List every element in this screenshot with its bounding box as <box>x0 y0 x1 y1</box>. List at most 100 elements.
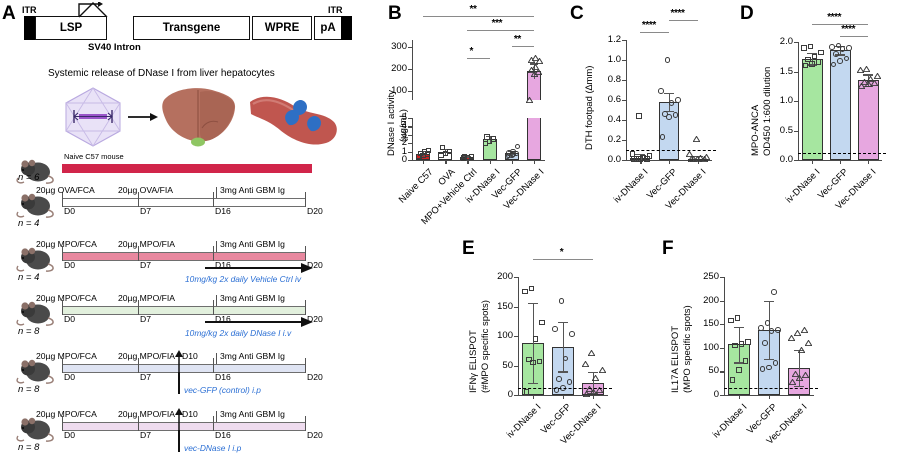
timeline-top-label: 20µg MPO/FIA <box>118 409 176 419</box>
timeline-band <box>62 422 305 431</box>
panel-d-xtick <box>812 160 814 164</box>
panel-d-bar <box>857 80 879 160</box>
data-point <box>738 341 745 347</box>
panel-b-errorcap <box>463 156 472 158</box>
panel-c: C DTH footpad (∆mm) 0.0 0.2 0.4 0.6 0.8 1.0 1.2 i… <box>560 0 735 240</box>
data-point <box>846 45 852 51</box>
data-point <box>596 387 604 394</box>
timeline-n-label: n = 8 <box>18 326 40 337</box>
panel-e-errorbar <box>593 371 595 394</box>
panel-d-bar <box>801 58 823 160</box>
panel-b-significance-label: ** <box>469 4 477 15</box>
timeline-day-label: D7 <box>140 260 151 270</box>
panel-a-letter: A <box>2 3 16 24</box>
panel-c-ytick <box>622 40 626 42</box>
data-point <box>807 44 814 50</box>
timeline-mpo-vehicle: D0 D7 D16 D20 20µg MPO/FCA 20µg MPO/FIA 3mg An… <box>0 239 376 286</box>
itr-left-block <box>24 16 35 40</box>
panel-d-ytick <box>794 42 798 44</box>
aav-capsid-icon <box>65 87 121 147</box>
panel-e-ytick-label: 200 <box>497 271 513 282</box>
panel-d-errorcap-low <box>835 54 845 56</box>
panel-b-xtick <box>533 160 536 164</box>
panel-b-errorbar <box>533 63 536 79</box>
data-point <box>818 49 824 56</box>
data-point <box>734 315 741 321</box>
data-point <box>835 42 842 49</box>
itr-right-block <box>341 16 352 40</box>
timeline-top-label: 20µg MPO/FIA <box>118 239 176 249</box>
panel-f-yaxis <box>724 277 726 395</box>
panel-d-xtick <box>840 160 842 164</box>
panel-b-errorcap <box>419 150 428 152</box>
panel-e-threshold-line <box>518 387 612 389</box>
data-point <box>775 327 781 333</box>
data-point <box>833 51 839 57</box>
panel-f-ytick-label: 0 <box>713 389 719 400</box>
injection-drop-line <box>178 372 180 394</box>
panel-d-ytick-label: 1.5 <box>779 65 793 77</box>
panel-c-letter: C <box>570 3 584 24</box>
timeline-band <box>62 198 305 207</box>
panel-b-ytick <box>408 68 412 71</box>
panel-c-ytick <box>622 100 626 102</box>
timeline-top-label: 20µg OVA/FIA <box>118 185 173 195</box>
data-point <box>532 336 539 342</box>
panel-c-significance-label: **** <box>641 20 656 31</box>
timeline-tick <box>62 358 64 373</box>
panel-b-xtick <box>445 160 447 164</box>
panel-d-errorbar <box>868 74 870 87</box>
panel-f-ytick-label: 100 <box>703 341 719 353</box>
panel-d: D MPO-ANCA OD450 1:600 dilution 0.0 0.5 1.0 1.… <box>730 0 900 240</box>
panel-b-xaxis <box>412 160 545 162</box>
panel-e-significance-label: * <box>559 247 564 258</box>
data-point <box>729 377 736 383</box>
treatment-arrow-icon <box>205 263 313 273</box>
timeline-band <box>62 306 305 315</box>
timeline-tick <box>62 300 64 315</box>
timeline-day-label: D7 <box>140 206 151 216</box>
timeline-iv-dnase: D0 D7 D16 D20 20µg MPO/FCA 20µg MPO/FIA 3mg An… <box>0 293 376 340</box>
timeline-tick <box>138 416 140 431</box>
panel-c-errorcap-low <box>664 111 674 113</box>
panel-f-letter: F <box>662 238 674 259</box>
timeline-band <box>62 364 305 373</box>
data-point <box>686 151 694 157</box>
aav-construct-map: ITR LSP Transgene WPRE pA ITR SV40 Intro… <box>22 2 352 53</box>
panel-b-errorcap <box>529 63 538 65</box>
timeline-day-label: D16 <box>215 372 231 382</box>
data-point <box>789 378 797 385</box>
data-point <box>690 156 698 162</box>
panel-b-xtick <box>511 160 514 164</box>
panel-b-errorcap <box>441 149 450 151</box>
panel-b-errorbar <box>445 149 447 155</box>
panel-e-ytick <box>514 277 518 279</box>
panel-e-errorcap-low <box>588 393 598 395</box>
timeline-tick <box>62 192 64 207</box>
panel-b-ytick <box>408 118 412 120</box>
data-point <box>801 45 807 51</box>
panel-a: A ITR LSP Transgene WPRE pA ITR SV40 Int… <box>0 0 376 475</box>
data-point <box>528 286 535 292</box>
panel-d-ytick-label: 1.0 <box>779 95 793 106</box>
data-point <box>805 57 811 63</box>
panel-d-errorcap-low <box>807 64 817 66</box>
panel-f-ytick-label: 150 <box>703 318 719 330</box>
panel-d-yaxis <box>798 42 800 160</box>
timeline-vec-dnase: D0 D7 D16 D20 20µg MPO/FCA 20µg MPO/FIA D10 3m… <box>0 408 376 456</box>
data-point <box>858 83 866 90</box>
mouse-icon <box>16 301 54 326</box>
timeline-day-label: D20 <box>307 430 323 440</box>
data-point <box>526 97 534 103</box>
data-point <box>664 57 671 63</box>
panel-c-ytick <box>622 80 626 82</box>
panel-b-ytick-label: 0 <box>401 154 407 165</box>
timeline-naive: Naive C57 mouse n = 6 <box>0 152 376 198</box>
timeline-top-label: D10 <box>182 351 198 361</box>
panel-e-xtick <box>533 395 535 399</box>
panel-f-errorcap <box>734 326 744 328</box>
panel-c-xtick <box>669 160 671 164</box>
timeline-day-label: D20 <box>307 372 323 382</box>
data-point <box>536 358 543 365</box>
data-point <box>728 317 734 324</box>
